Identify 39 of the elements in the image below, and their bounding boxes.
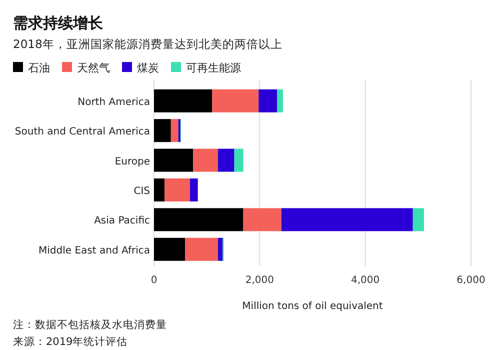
bar <box>185 238 218 261</box>
x-axis-title: Million tons of oil equivalent <box>242 301 383 312</box>
bar <box>154 119 171 142</box>
bar <box>412 208 424 232</box>
bar <box>190 178 198 202</box>
bar <box>212 89 259 112</box>
bar <box>154 148 194 172</box>
text: 注：数据不包括核及水电消费量 <box>13 318 167 332</box>
source-note: 来源：2019年统计评估 <box>13 335 128 348</box>
y-tick-label: North America <box>78 96 150 108</box>
x-tick-label: 6,000 <box>456 275 486 286</box>
bar <box>277 89 283 112</box>
bar <box>154 208 244 232</box>
bar <box>281 208 413 232</box>
legend-label: 可再生能源 <box>186 62 241 74</box>
bar <box>154 178 165 202</box>
bar <box>154 89 212 112</box>
y-tick-label: Middle East and Africa <box>38 245 150 256</box>
bar <box>218 148 234 172</box>
x-tick-label: 4,000 <box>351 275 380 286</box>
bar <box>164 178 190 202</box>
bar <box>258 89 278 112</box>
y-tick-label: South and Central America <box>14 126 150 138</box>
chart-title: 需求持续增长 <box>13 14 104 32</box>
chart-subtitle: 2018年，亚洲国家能源消费量达到北美的两倍以上 <box>13 37 282 51</box>
y-tick-label: CIS <box>134 186 150 197</box>
legend-label: 石油 <box>28 62 50 74</box>
bar <box>154 238 186 261</box>
x-tick-label: 0 <box>150 275 158 286</box>
legend-label: 天然气 <box>77 62 110 74</box>
bar <box>234 148 244 172</box>
legend-label: 煤炭 <box>137 62 159 74</box>
bar <box>218 238 223 261</box>
x-tick-label: 2,000 <box>245 275 274 286</box>
y-tick-label: Europe <box>114 156 150 168</box>
bar <box>193 148 218 172</box>
bar <box>170 119 178 142</box>
bar <box>243 208 282 232</box>
y-tick-label: Asia Pacific <box>94 216 150 227</box>
